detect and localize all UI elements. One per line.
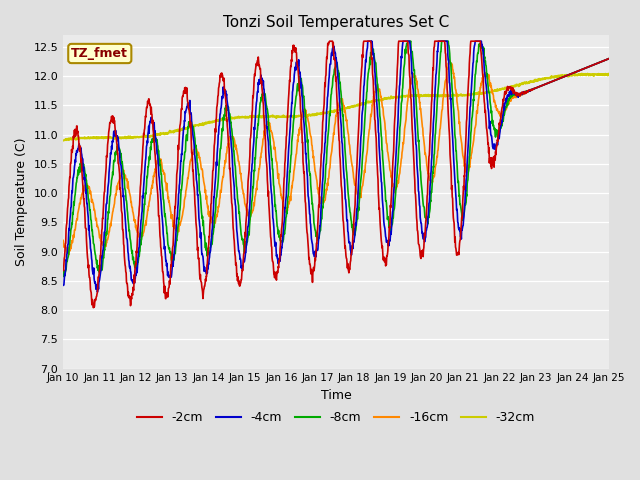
Y-axis label: Soil Temperature (C): Soil Temperature (C) — [15, 138, 28, 266]
Text: TZ_fmet: TZ_fmet — [71, 47, 128, 60]
Legend: -2cm, -4cm, -8cm, -16cm, -32cm: -2cm, -4cm, -8cm, -16cm, -32cm — [132, 406, 540, 429]
Title: Tonzi Soil Temperatures Set C: Tonzi Soil Temperatures Set C — [223, 15, 449, 30]
X-axis label: Time: Time — [321, 389, 351, 402]
